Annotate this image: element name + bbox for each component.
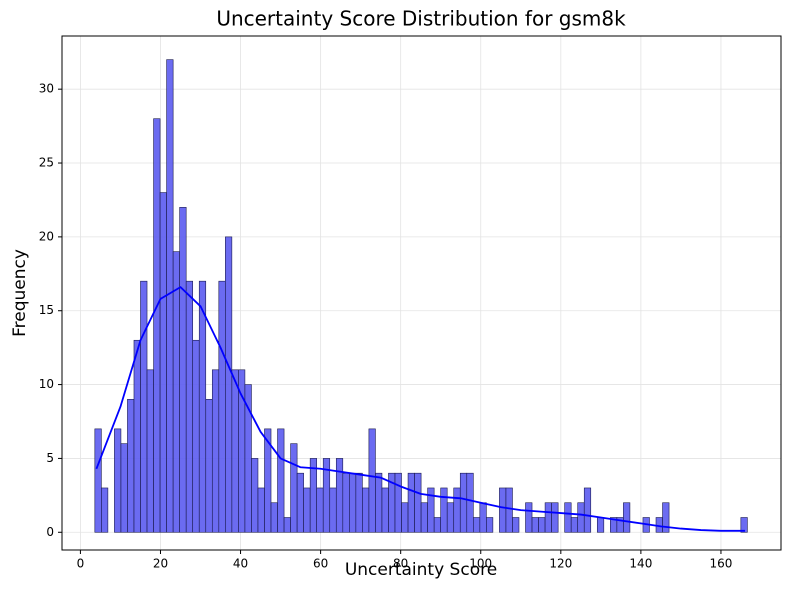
- bar: [583, 487, 592, 533]
- bar: [277, 428, 285, 533]
- bar: [185, 280, 194, 533]
- bar: [596, 517, 605, 533]
- bar: [133, 339, 141, 533]
- bar: [296, 472, 304, 533]
- bar: [414, 472, 422, 533]
- x-tick-label: 140: [629, 557, 652, 571]
- bar: [473, 517, 481, 533]
- bar: [120, 443, 128, 533]
- bar: [499, 487, 507, 533]
- x-axis-label: Uncertainty Score: [345, 560, 497, 580]
- bar: [505, 487, 513, 533]
- bar: [531, 517, 539, 533]
- y-tick-label: 15: [39, 303, 54, 317]
- bar: [349, 472, 357, 533]
- x-tick-label: 100: [469, 557, 492, 571]
- bar: [362, 487, 370, 533]
- y-tick-label: 20: [39, 229, 54, 243]
- bar: [218, 280, 226, 533]
- bar: [264, 428, 272, 533]
- bar: [140, 280, 148, 533]
- bar: [479, 502, 487, 533]
- bar: [335, 458, 344, 533]
- bar: [309, 458, 317, 533]
- bar: [329, 487, 337, 533]
- bar: [407, 472, 415, 533]
- bar: [453, 487, 461, 533]
- bar: [570, 517, 579, 533]
- bar: [225, 236, 233, 533]
- x-tick-label: 40: [233, 557, 248, 571]
- bar: [303, 487, 311, 533]
- y-axis-label: Frequency: [10, 249, 30, 337]
- bar: [551, 502, 559, 533]
- bar: [114, 428, 122, 533]
- bar: [459, 472, 468, 533]
- plot-frame: [61, 35, 782, 551]
- bar: [198, 280, 207, 533]
- bar: [368, 428, 376, 533]
- chart-title: Uncertainty Score Distribution for gsm8k: [216, 7, 626, 31]
- bar: [290, 443, 298, 533]
- x-tick-label: 60: [313, 557, 328, 571]
- bar: [564, 502, 572, 533]
- bar: [433, 517, 441, 533]
- x-tick-label: 20: [153, 557, 168, 571]
- bar: [205, 399, 213, 533]
- bar: [231, 369, 239, 533]
- bar: [525, 502, 533, 533]
- bar: [512, 517, 520, 533]
- bar: [577, 502, 585, 533]
- y-tick-label: 10: [39, 377, 54, 391]
- bar: [440, 487, 448, 533]
- bar: [446, 502, 455, 533]
- y-tick-label: 25: [39, 156, 54, 170]
- bar: [316, 487, 324, 533]
- bar: [662, 502, 670, 533]
- bar: [401, 502, 409, 533]
- y-tick-label: 30: [39, 82, 54, 96]
- bar: [623, 502, 631, 533]
- bar: [381, 487, 389, 533]
- bar: [394, 472, 402, 533]
- x-tick-label: 80: [393, 557, 408, 571]
- bar: [211, 369, 220, 533]
- bar: [538, 517, 546, 533]
- bar: [159, 192, 167, 533]
- bar: [94, 428, 102, 533]
- bar: [427, 487, 435, 533]
- bar: [486, 517, 494, 533]
- bar: [257, 487, 265, 533]
- bar: [251, 458, 259, 533]
- bar: [283, 517, 291, 533]
- bar: [166, 59, 174, 533]
- bar: [466, 472, 474, 533]
- bar: [146, 369, 154, 533]
- bar: [172, 251, 180, 533]
- y-tick-label: 5: [46, 451, 54, 465]
- bar: [270, 502, 278, 533]
- bar: [740, 517, 748, 533]
- bar: [127, 399, 135, 533]
- bar: [420, 502, 428, 533]
- bar: [342, 472, 350, 533]
- bar: [375, 472, 383, 533]
- x-tick-label: 0: [77, 557, 85, 571]
- bar: [544, 502, 552, 533]
- bar: [153, 118, 161, 533]
- x-tick-label: 160: [709, 557, 732, 571]
- kde-line: [95, 286, 745, 532]
- bar: [192, 339, 200, 533]
- bar: [355, 472, 363, 533]
- bar: [179, 207, 187, 533]
- y-tick-label: 0: [46, 525, 54, 539]
- bar: [101, 487, 109, 533]
- x-tick-label: 120: [549, 557, 572, 571]
